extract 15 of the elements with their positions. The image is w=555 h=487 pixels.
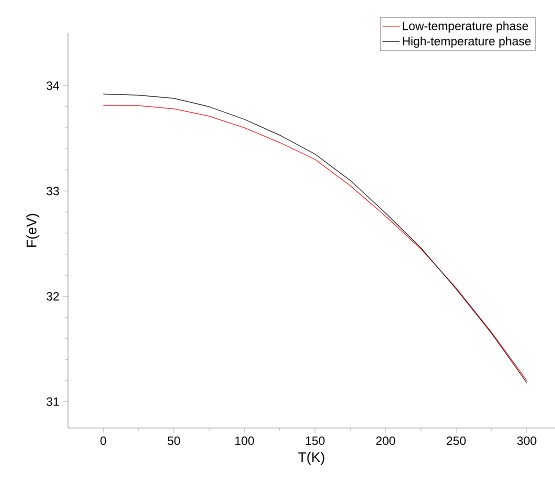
y-tick-label: 33 (46, 186, 59, 196)
x-tick-label: 300 (517, 436, 536, 446)
x-axis-title: T(K) (298, 452, 324, 465)
x-tick-label: 200 (376, 436, 396, 446)
y-tick-label: 32 (46, 292, 59, 301)
y-tick-label: 31 (46, 397, 59, 406)
x-tick-label: 100 (235, 436, 254, 446)
legend-label: Low-temperature phase (402, 21, 528, 33)
x-tick-label: 250 (446, 436, 466, 446)
y-tick-label: 34 (46, 81, 60, 90)
legend-label: High-temperature phase (402, 36, 531, 48)
y-axis-title: F(eV) (26, 214, 40, 247)
x-tick-label: 50 (168, 436, 180, 446)
x-tick-label: 0 (100, 436, 106, 446)
x-tick-label: 150 (306, 436, 325, 446)
